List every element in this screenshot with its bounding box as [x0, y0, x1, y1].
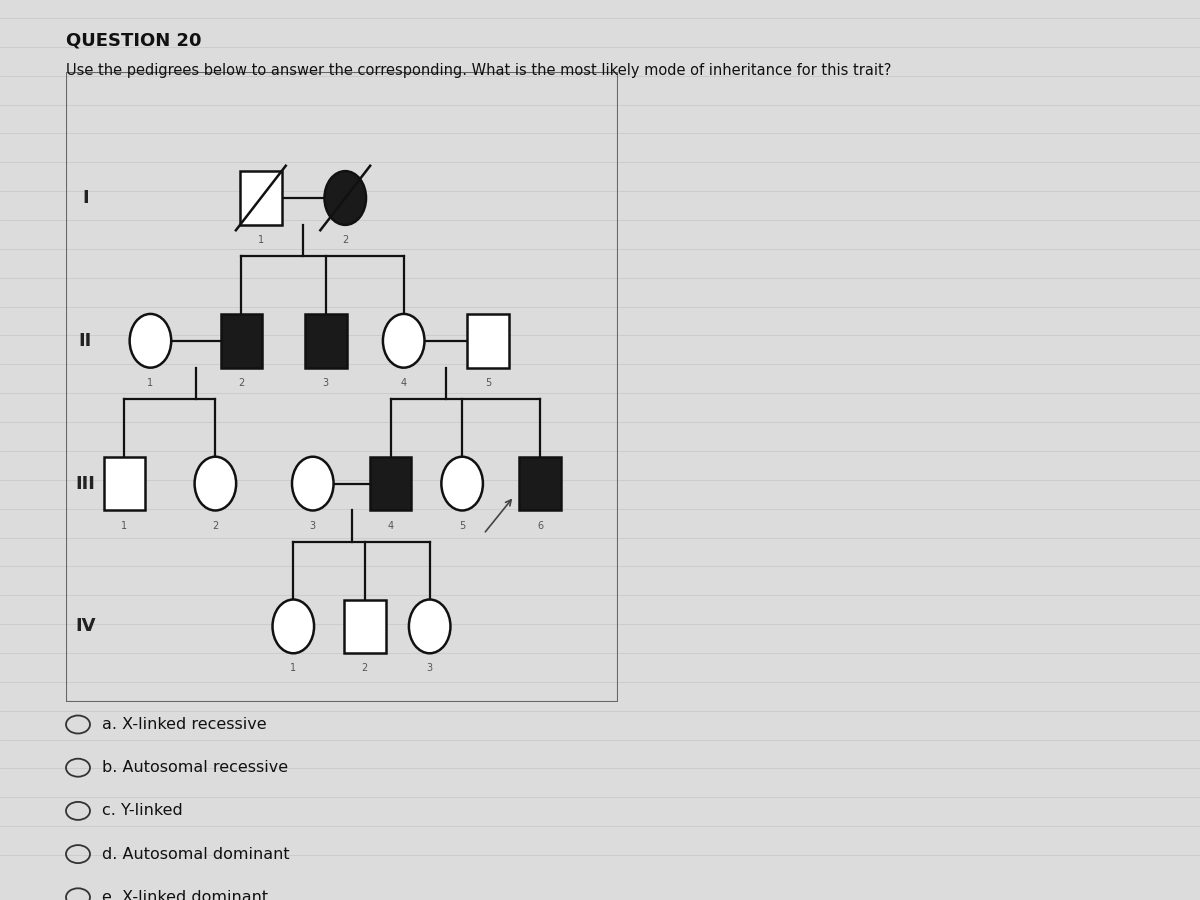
Text: a. X-linked recessive: a. X-linked recessive	[102, 717, 266, 732]
Text: 5: 5	[485, 378, 491, 388]
Text: 4: 4	[401, 378, 407, 388]
Bar	[467, 314, 509, 368]
Text: 3: 3	[427, 663, 433, 673]
Text: 4: 4	[388, 520, 394, 531]
Text: 5: 5	[460, 520, 466, 531]
Circle shape	[409, 599, 450, 653]
Circle shape	[383, 314, 425, 368]
Bar	[103, 456, 145, 510]
Bar	[305, 314, 347, 368]
Bar	[520, 456, 560, 510]
Text: Use the pedigrees below to answer the corresponding. What is the most likely mod: Use the pedigrees below to answer the co…	[66, 63, 892, 78]
Text: 2: 2	[212, 520, 218, 531]
Circle shape	[130, 314, 172, 368]
Circle shape	[292, 456, 334, 510]
Text: 2: 2	[361, 663, 368, 673]
Text: IV: IV	[76, 617, 96, 635]
Text: 6: 6	[538, 520, 544, 531]
Text: 1: 1	[258, 235, 264, 245]
Text: I: I	[82, 189, 89, 207]
Text: b. Autosomal recessive: b. Autosomal recessive	[102, 760, 288, 775]
Bar	[370, 456, 412, 510]
Text: d. Autosomal dominant: d. Autosomal dominant	[102, 847, 289, 861]
Text: 1: 1	[121, 520, 127, 531]
Text: 3: 3	[310, 520, 316, 531]
Text: 1: 1	[148, 378, 154, 388]
Text: 2: 2	[342, 235, 348, 245]
Text: 3: 3	[323, 378, 329, 388]
Circle shape	[442, 456, 482, 510]
Circle shape	[324, 171, 366, 225]
Circle shape	[194, 456, 236, 510]
Text: III: III	[76, 474, 96, 492]
Text: QUESTION 20: QUESTION 20	[66, 32, 202, 50]
Text: 2: 2	[239, 378, 245, 388]
Text: 1: 1	[290, 663, 296, 673]
Bar	[240, 171, 282, 225]
Text: II: II	[79, 332, 92, 350]
Circle shape	[272, 599, 314, 653]
Text: e. X-linked dominant: e. X-linked dominant	[102, 890, 268, 900]
Text: c. Y-linked: c. Y-linked	[102, 804, 182, 818]
Bar	[221, 314, 262, 368]
Bar	[344, 599, 385, 653]
